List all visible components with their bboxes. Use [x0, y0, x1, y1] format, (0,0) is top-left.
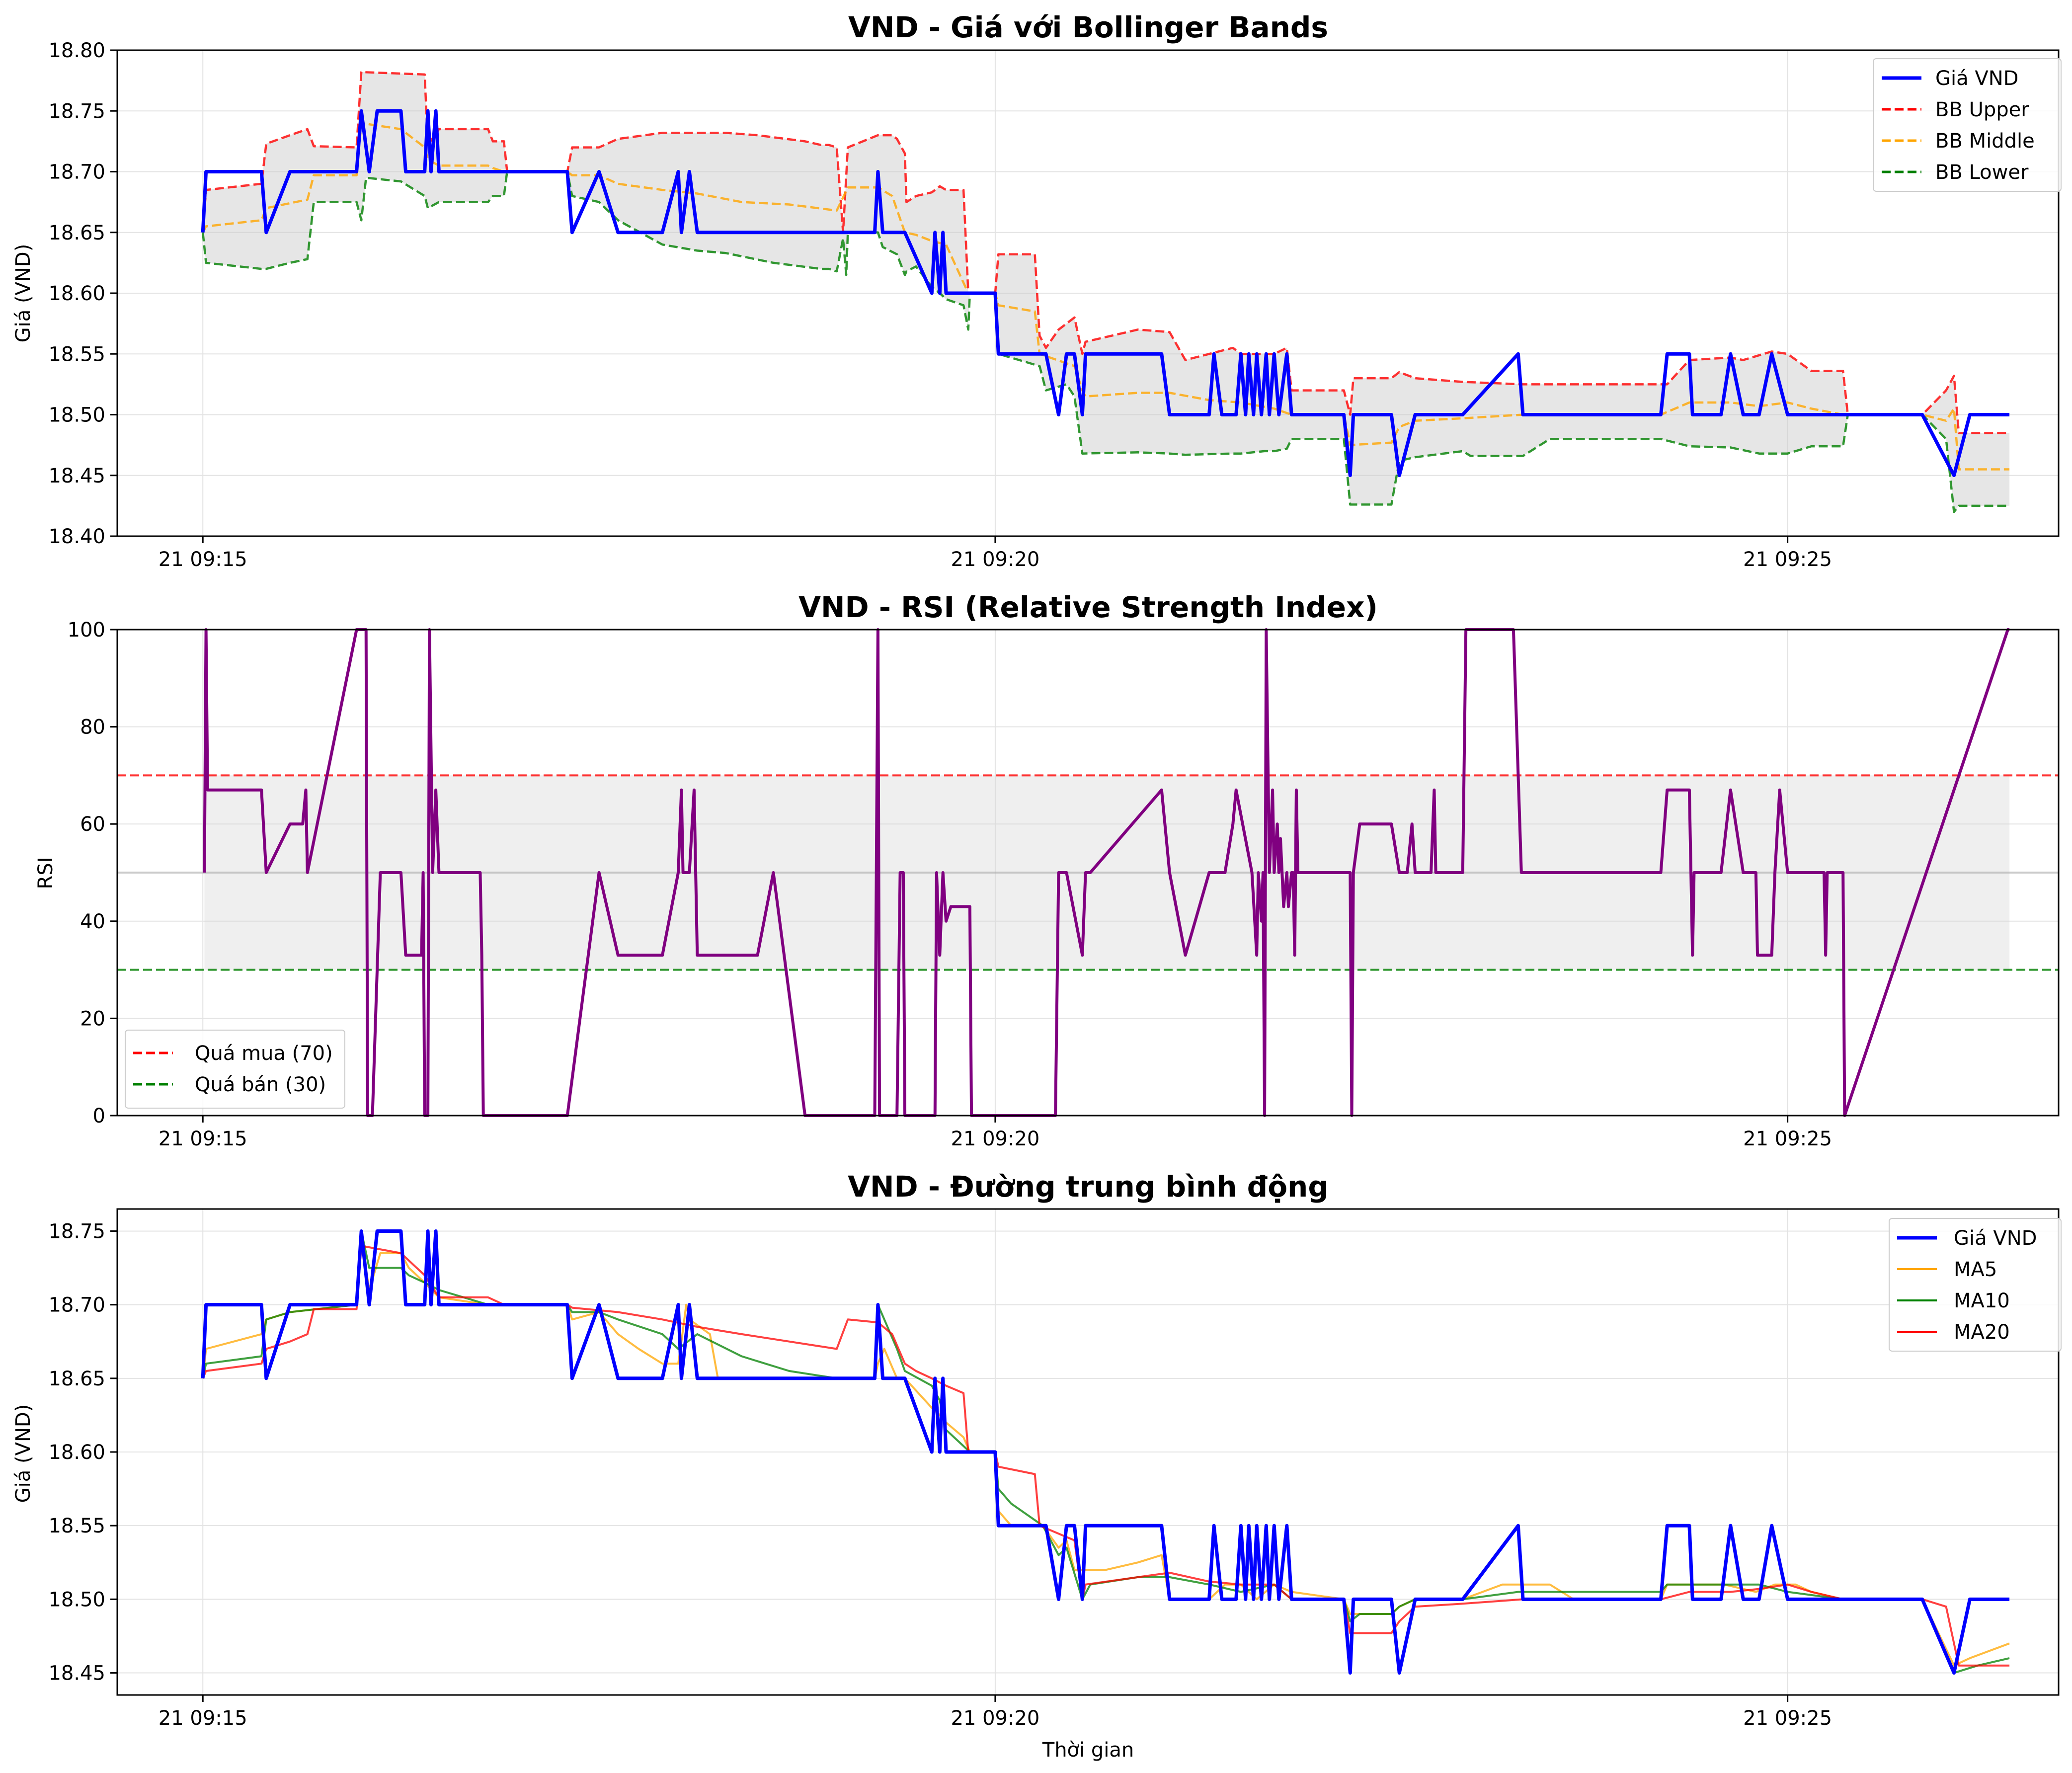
x-tick-label: 21 09:25 [1743, 1128, 1832, 1150]
y-tick-label: 18.70 [48, 1294, 105, 1317]
y-tick-label: 18.55 [48, 1515, 105, 1537]
panel-bollinger: VND - Giá với Bollinger Bands Giá (VND) … [12, 10, 2062, 571]
x-axis-label: Thời gian [1042, 1739, 1134, 1762]
legend: Quá mua (70) Quá bán (30) [125, 1030, 345, 1109]
x-tick-label: 21 09:20 [951, 1707, 1039, 1730]
legend-label: Giá VND [1954, 1227, 2037, 1250]
y-tick-label: 60 [80, 813, 105, 836]
panel-title: VND - Giá với Bollinger Bands [848, 10, 1328, 44]
y-tick-label: 18.60 [48, 1441, 105, 1464]
y-tick-label: 18.50 [48, 1588, 105, 1611]
x-tick-label: 21 09:20 [951, 1128, 1039, 1150]
y-tick-label: 18.80 [48, 39, 105, 62]
y-tick-label: 18.65 [48, 1368, 105, 1390]
x-tick-label: 21 09:15 [159, 1128, 247, 1150]
x-tick-label: 21 09:20 [951, 548, 1039, 571]
series-line-rsi [203, 628, 2010, 1117]
y-tick-label: 18.65 [48, 222, 105, 244]
plot-area: 0 20 40 60 80 100 21 09:15 21 09:20 21 09:25 [68, 619, 2060, 1150]
y-axis-label: Giá (VND) [12, 1404, 35, 1503]
y-tick-label: 18.50 [48, 404, 105, 427]
legend-label: MA20 [1954, 1321, 2010, 1344]
y-tick-label: 40 [80, 910, 105, 933]
legend-label: Quá bán (30) [195, 1073, 326, 1096]
plot-area: 18.40 18.45 18.50 18.55 18.60 18.65 18.70 18.75… [48, 39, 2060, 571]
legend-label: MA10 [1954, 1289, 2010, 1312]
x-tick-label: 21 09:25 [1743, 548, 1832, 571]
panel-title: VND - RSI (Relative Strength Index) [798, 590, 1378, 624]
legend: Giá VND MA5 MA10 MA20 [1889, 1218, 2062, 1352]
y-tick-label: 80 [80, 716, 105, 739]
series-line-gi-vnd [201, 1229, 2010, 1675]
legend-label: BB Lower [1935, 161, 2029, 184]
y-tick-label: 100 [68, 619, 105, 642]
panel-moving-average: VND - Đường trung bình động Giá (VND) Th… [12, 1170, 2062, 1762]
series-line-bb-lower [201, 170, 2010, 513]
x-tick-label: 21 09:25 [1743, 1707, 1832, 1730]
y-tick-label: 18.75 [48, 1220, 105, 1243]
y-tick-label: 20 [80, 1007, 105, 1030]
x-tick-label: 21 09:15 [159, 548, 247, 571]
y-tick-label: 18.45 [48, 1662, 105, 1685]
y-tick-label: 18.45 [48, 465, 105, 487]
y-tick-label: 18.55 [48, 343, 105, 366]
legend-label: BB Middle [1935, 130, 2035, 153]
y-tick-label: 0 [93, 1105, 105, 1128]
y-tick-label: 18.75 [48, 100, 105, 123]
legend-label: BB Upper [1935, 98, 2029, 121]
y-axis-label: RSI [34, 857, 57, 889]
legend-label: Giá VND [1935, 67, 2018, 90]
legend-label: Quá mua (70) [195, 1042, 333, 1065]
x-tick-label: 21 09:15 [159, 1707, 247, 1730]
y-tick-label: 18.40 [48, 525, 105, 548]
bollinger-band-fill [203, 72, 2010, 512]
y-axis-label: Giá (VND) [12, 244, 35, 343]
legend: Giá VND BB Upper BB Middle BB Lower [1873, 58, 2062, 192]
plot-area: 18.45 18.50 18.55 18.60 18.65 18.70 18.75 21 09… [48, 1208, 2060, 1730]
y-tick-label: 18.70 [48, 161, 105, 184]
panel-title: VND - Đường trung bình động [848, 1170, 1329, 1204]
series-line-gi-vnd [201, 109, 2010, 478]
y-tick-label: 18.60 [48, 282, 105, 305]
panel-rsi: VND - RSI (Relative Strength Index) RSI … [34, 590, 2060, 1150]
legend-label: MA5 [1954, 1258, 1997, 1281]
axes-frame [116, 629, 2060, 1117]
